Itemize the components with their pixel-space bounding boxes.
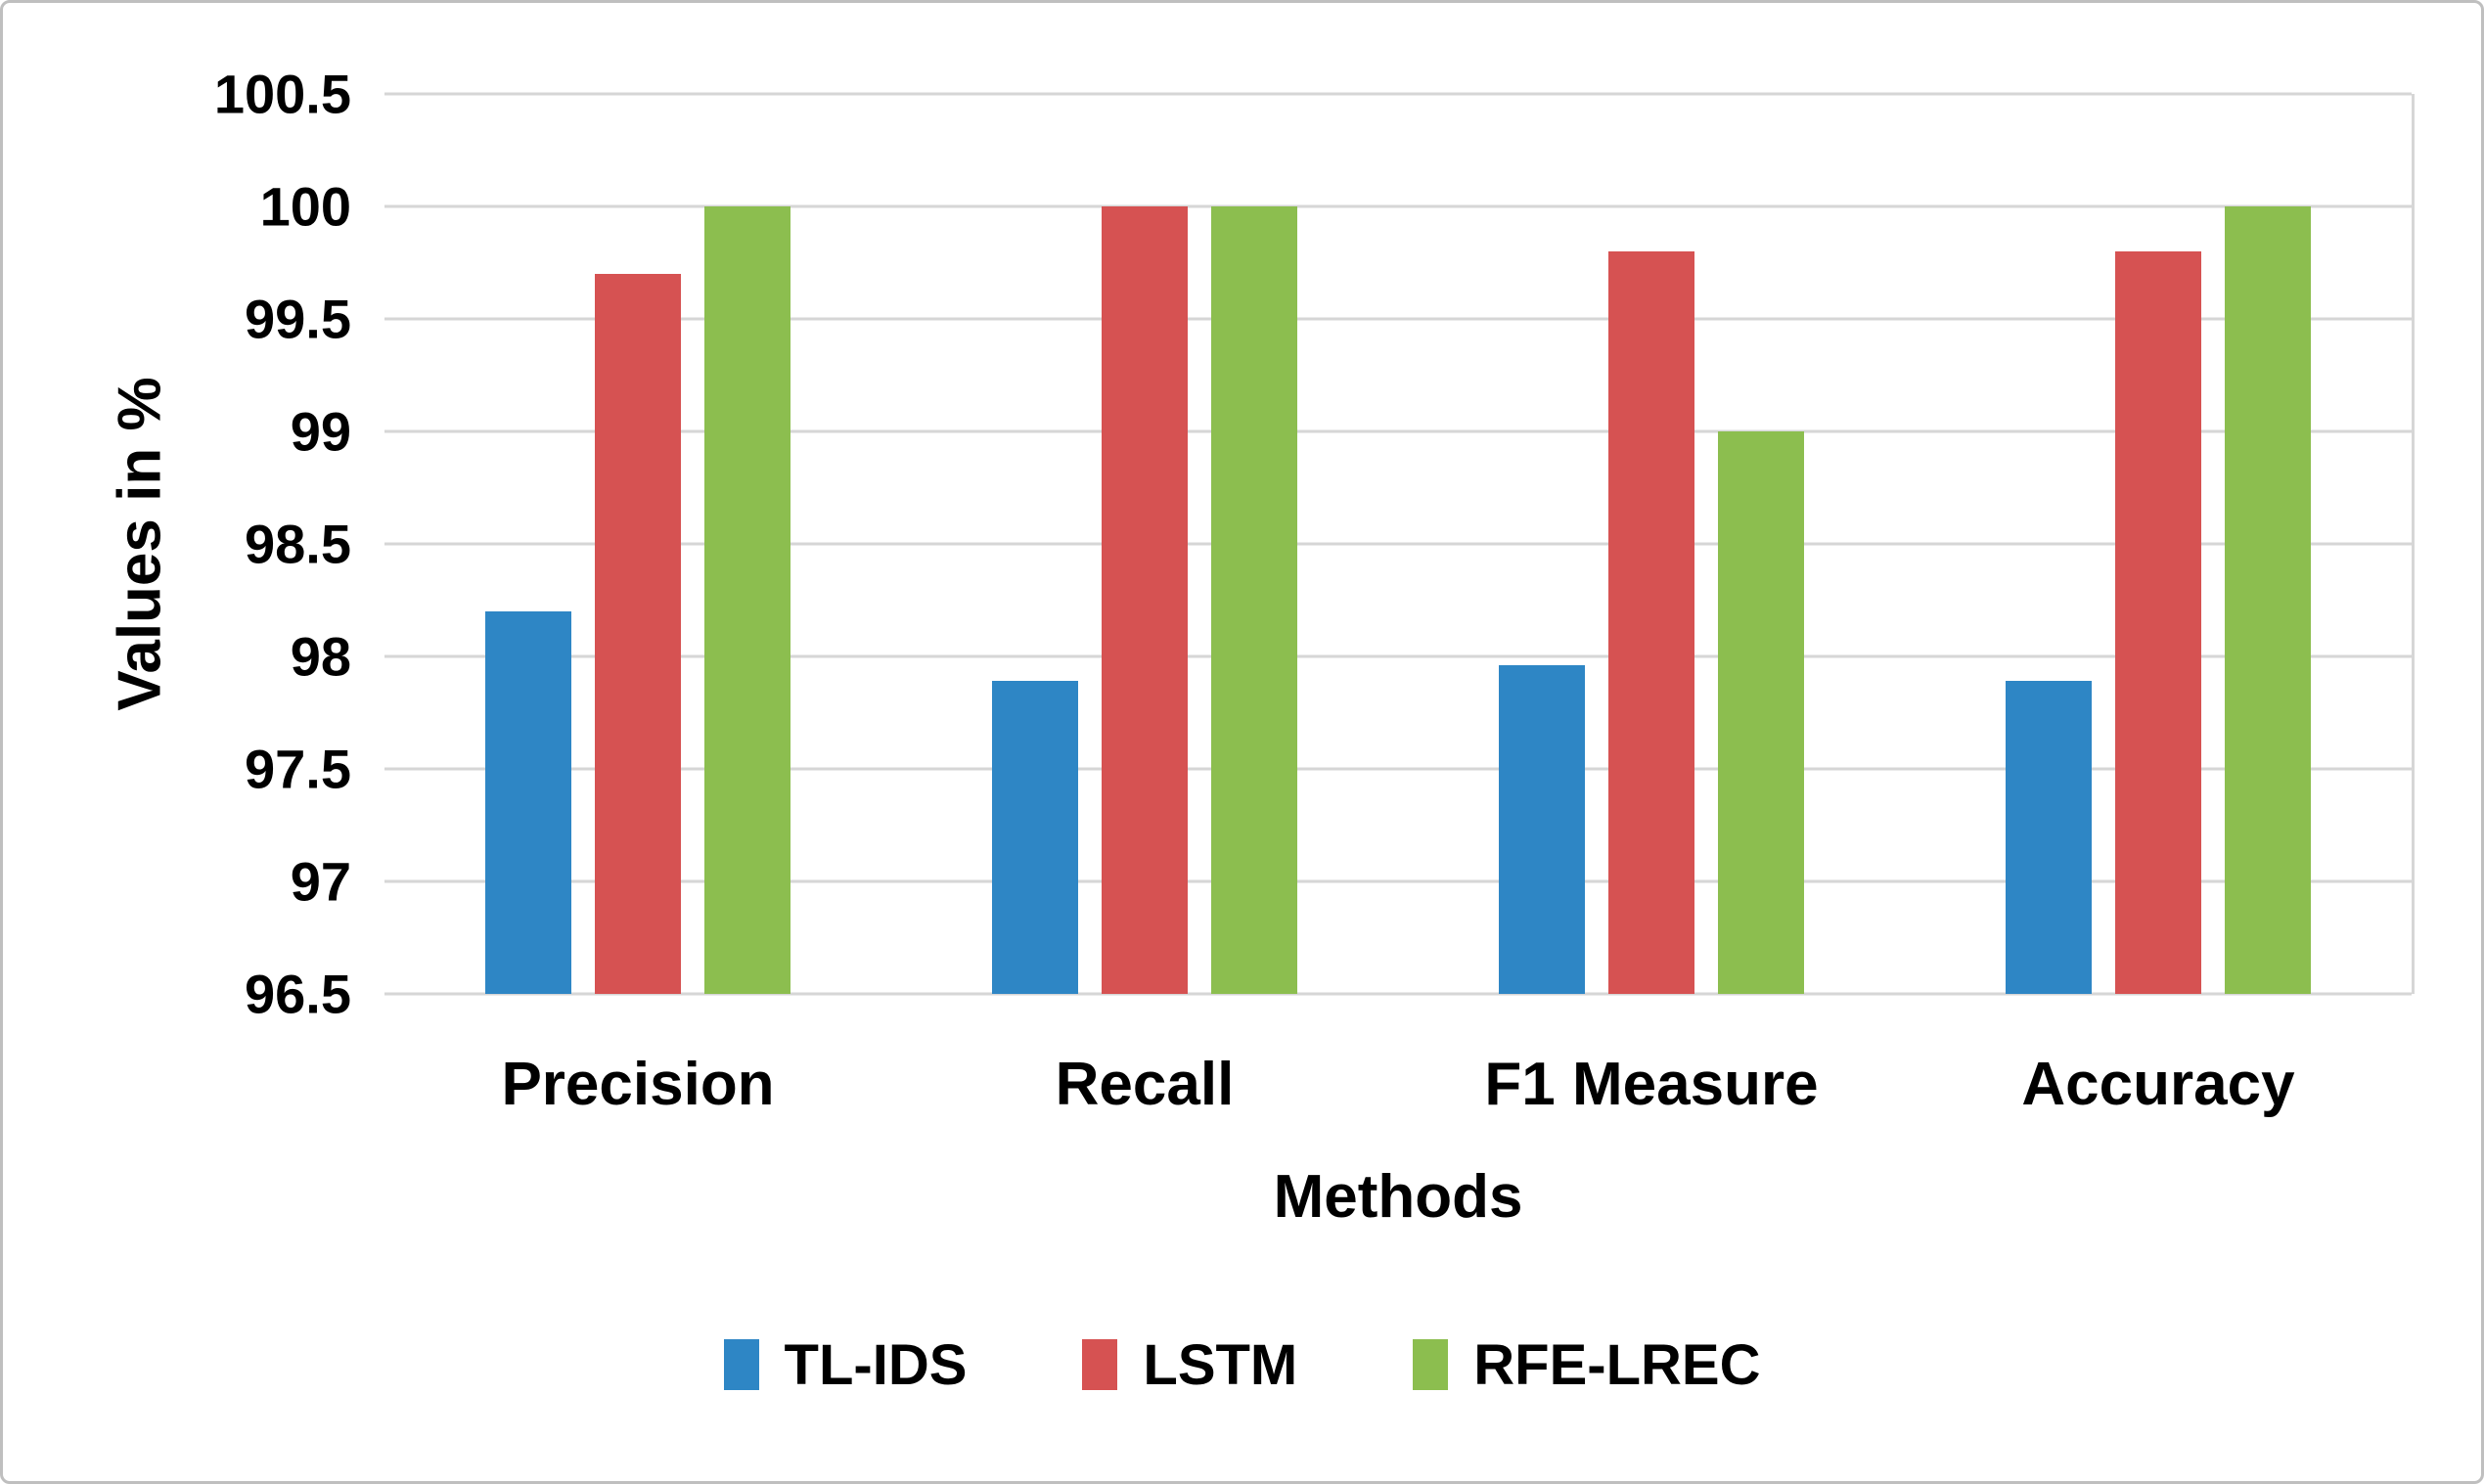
gridline-97-5 [384, 767, 2412, 771]
x-axis-label-precision: Precision [501, 1050, 775, 1118]
legend-marker-tl-ids [723, 1339, 759, 1390]
legend-marker-rfe-lrec [1413, 1339, 1449, 1390]
y-tick-label-100-5: 100.5 [213, 63, 351, 125]
x-axis-label-accuracy: Accuracy [2021, 1050, 2295, 1118]
bar-rfe-lrec-f1-measure [1718, 431, 1804, 994]
legend-label-tl-ids: TL-IDS [784, 1332, 968, 1397]
y-axis-tick-labels: 100.5 100 99.5 99 98.5 98 97.5 97 96.5 [3, 64, 367, 1025]
x-axis-label-recall: Recall [1055, 1050, 1235, 1118]
legend-label-rfe-lrec: RFE-LREC [1473, 1332, 1761, 1397]
legend-marker-lstm [1082, 1339, 1118, 1390]
bar-rfe-lrec-accuracy [2225, 206, 2311, 994]
bar-tl-ids-recall [992, 681, 1078, 994]
y-tick-label-96-5: 96.5 [245, 963, 351, 1025]
y-tick-label-98: 98 [290, 625, 351, 688]
gridline-96-5 [384, 992, 2412, 996]
bar-group-precision [384, 94, 891, 994]
bar-lstm-f1-measure [1608, 251, 1694, 994]
bar-group-f1-measure [1398, 94, 1905, 994]
bar-group-accuracy [1905, 94, 2412, 994]
legend-item-rfe-lrec: RFE-LREC [1413, 1332, 1760, 1398]
bar-tl-ids-f1-measure [1499, 665, 1585, 994]
x-axis-title: Methods [1273, 1162, 1523, 1231]
legend-label-lstm: LSTM [1143, 1332, 1298, 1397]
legend-item-lstm: LSTM [1082, 1332, 1297, 1398]
gridline-100-5 [384, 92, 2412, 96]
plot-area [384, 92, 2415, 996]
bar-tl-ids-precision [485, 611, 571, 994]
y-tick-label-98-5: 98.5 [245, 513, 351, 575]
x-axis-label-f1-measure: F1 Measure [1484, 1050, 1819, 1118]
bar-groups [384, 94, 2412, 994]
bar-lstm-recall [1102, 206, 1188, 994]
bar-group-recall [891, 94, 1398, 994]
gridline-97 [384, 879, 2412, 883]
bar-lstm-precision [595, 274, 681, 994]
gridline-99 [384, 429, 2412, 433]
y-tick-label-99-5: 99.5 [245, 288, 351, 350]
plot-right-border [2412, 94, 2415, 994]
bar-rfe-lrec-precision [704, 206, 790, 994]
x-axis-category-labels: Precision Recall F1 Measure Accuracy [384, 1035, 2412, 1133]
y-tick-label-97-5: 97.5 [245, 738, 351, 800]
legend-item-tl-ids: TL-IDS [723, 1332, 968, 1398]
bar-rfe-lrec-recall [1211, 206, 1297, 994]
bar-tl-ids-accuracy [2006, 681, 2092, 994]
legend: TL-IDS LSTM RFE-LREC [3, 1316, 2481, 1414]
gridline-99-5 [384, 317, 2412, 321]
gridline-98 [384, 654, 2412, 658]
y-tick-label-100: 100 [259, 175, 351, 238]
y-tick-label-99: 99 [290, 400, 351, 463]
bar-lstm-accuracy [2115, 251, 2201, 994]
gridline-98-5 [384, 542, 2412, 546]
y-tick-label-97: 97 [290, 850, 351, 913]
gridline-100 [384, 204, 2412, 208]
